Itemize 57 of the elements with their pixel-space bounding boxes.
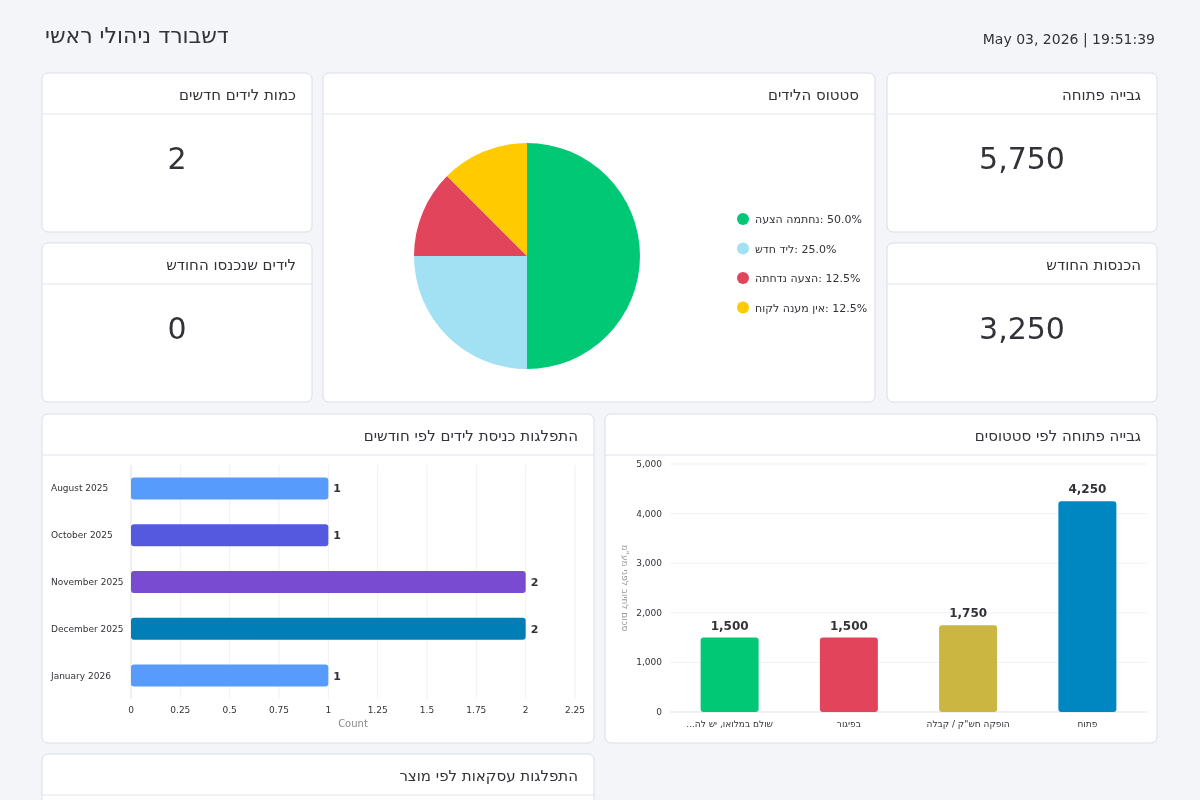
x-tick-label: פתוח [1077, 719, 1098, 729]
text: לידים שנכנסו החודש [166, 256, 296, 274]
bar [939, 625, 998, 712]
text: כמות לידים חדשים [179, 86, 297, 104]
chart-title: גבייה פתוחה לפי סטטוסים [974, 427, 1141, 445]
bar [819, 637, 878, 712]
x-tick-label: 1.5 [419, 705, 435, 715]
data-label: 1 [333, 529, 341, 543]
text: התפלגות עסקאות לפי מוצר [399, 767, 578, 785]
y-tick-label: November 2025 [51, 577, 124, 587]
chart-title: התפלגות כניסת לידים לפי חודשים [363, 427, 578, 445]
x-tick-label: 0 [128, 705, 135, 715]
bar [700, 637, 759, 712]
y-tick-label: 4,000 [636, 508, 663, 519]
x-tick-label: שולם במלואו, יש לה... [686, 719, 773, 729]
text: 2 [167, 141, 187, 176]
y-tick-label: January 2026 [50, 670, 112, 681]
y-axis-title: סכום לחיוב לפני מע"מ [620, 544, 630, 632]
data-label: 1 [333, 669, 341, 683]
x-tick-label: 1.75 [466, 705, 487, 715]
y-tick-label: 3,000 [636, 558, 663, 569]
y-tick-label: 1,000 [636, 657, 663, 668]
text: גבייה פתוחה [1061, 86, 1141, 104]
data-label: 1 [333, 482, 341, 496]
text: 0 [167, 311, 187, 346]
y-tick-label: October 2025 [51, 530, 113, 541]
data-label: 1,750 [949, 606, 988, 621]
legend-label: אין מענה לקוח: 12.5% [755, 301, 868, 315]
x-tick-label: הופקה חש"ק / קבלה [926, 719, 1010, 729]
x-axis-title: Count [338, 718, 368, 729]
x-tick-label: 2 [522, 705, 529, 715]
x-tick-label: 0.75 [268, 705, 290, 715]
y-tick-label: 2,000 [636, 607, 663, 618]
text: דשבורד ניהולי ראשי [45, 23, 229, 48]
y-tick-label: August 2025 [51, 483, 109, 494]
y-tick-label: December 2025 [51, 623, 124, 634]
x-tick-label: 1 [325, 705, 332, 715]
bar [1058, 501, 1117, 712]
text: 3,250 [979, 311, 1065, 346]
legend-label: הצעה נדחתה: 12.5% [755, 272, 861, 285]
data-label: 1,500 [710, 618, 749, 633]
text: הכנסות החודש [1046, 256, 1141, 274]
x-tick-label: 0.5 [222, 705, 237, 715]
legend-label: ליד חדש: 25.0% [755, 242, 837, 256]
legend-label: נחתמה הצעה: 50.0% [755, 213, 862, 226]
chart-title: סטטוס הלידים [768, 86, 859, 104]
x-tick-label: 0.25 [170, 705, 191, 715]
text: 5,750 [979, 141, 1065, 176]
text: May 03, 2026 | 19:51:39 [982, 31, 1155, 48]
data-label: 2 [530, 576, 539, 589]
data-label: 1,500 [829, 618, 868, 633]
x-tick-label: בפיגור [836, 719, 861, 729]
y-tick-label: 5,000 [636, 459, 663, 469]
data-label: 2 [530, 622, 539, 636]
x-tick-label: 1.25 [367, 705, 388, 715]
x-tick-label: 2.25 [564, 705, 586, 715]
data-label: 4,250 [1068, 482, 1107, 497]
